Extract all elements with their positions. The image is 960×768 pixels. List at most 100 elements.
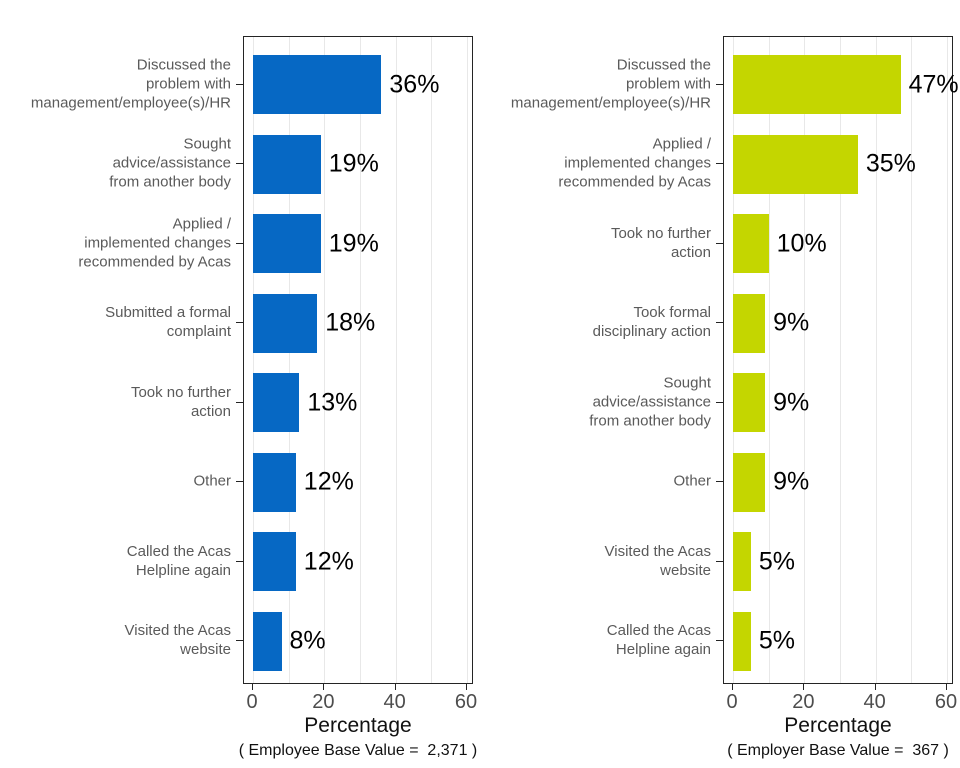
category-label: Visited the Acas website xyxy=(604,542,711,579)
bar-value-label: 19% xyxy=(328,229,379,257)
bar xyxy=(253,452,296,512)
x-axis-tick-label: 40 xyxy=(383,691,406,713)
gridline xyxy=(768,37,770,683)
bar-value-label: 5% xyxy=(758,626,795,655)
gridline xyxy=(733,37,734,683)
y-axis-tick xyxy=(716,83,723,85)
y-axis-tick xyxy=(716,481,723,482)
x-axis-tick xyxy=(946,684,947,690)
category-label: Applied / implemented changes recommende… xyxy=(78,215,231,270)
category-label: Called the Acas Helpline again xyxy=(606,622,711,658)
category-label: Took formal disciplinary action xyxy=(592,304,711,340)
gridline xyxy=(395,37,397,683)
bar xyxy=(253,532,296,591)
bar xyxy=(253,55,382,114)
bar-value-label: 10% xyxy=(776,229,827,257)
x-axis-tick xyxy=(323,684,325,690)
y-axis-tick xyxy=(236,560,243,562)
x-axis-tick-label: 20 xyxy=(312,691,335,713)
y-axis-tick xyxy=(716,560,723,562)
bar xyxy=(733,452,766,512)
gridline xyxy=(324,37,326,683)
x-axis-tick-label: 20 xyxy=(792,691,815,713)
employee-base-value-caption: ( Employee Base Value = 2,371 ) xyxy=(238,742,478,759)
bar-value-label: 19% xyxy=(328,149,379,178)
bar-value-label: 9% xyxy=(773,467,810,496)
y-axis-tick xyxy=(236,401,243,403)
gridline xyxy=(431,37,433,683)
x-axis-tick xyxy=(466,684,467,690)
bar xyxy=(253,373,300,432)
bar xyxy=(253,611,282,671)
employer-plot-panel: 47% 35% 10% 9% 9% 9% 5% 5% xyxy=(723,36,959,684)
bar-value-label: 36% xyxy=(389,70,440,98)
y-axis-tick xyxy=(236,481,243,482)
x-axis-tick-label: 0 xyxy=(246,691,258,713)
y-axis-tick xyxy=(716,640,723,641)
y-axis-tick xyxy=(236,83,243,85)
employee-x-axis-title: Percentage xyxy=(304,714,412,737)
bar-value-label: 35% xyxy=(865,149,916,178)
category-label: Other xyxy=(193,472,231,490)
category-label: Sought advice/assistance from another bo… xyxy=(109,135,231,191)
x-axis-tick-label: 0 xyxy=(726,691,738,713)
bar xyxy=(733,532,751,591)
gridline xyxy=(840,37,841,683)
category-label: Submitted a formal complaint xyxy=(105,304,231,340)
x-axis-tick xyxy=(803,684,805,690)
bar xyxy=(733,293,766,353)
gridline xyxy=(875,37,877,683)
x-axis-tick-label: 60 xyxy=(454,691,478,713)
bar xyxy=(253,134,321,194)
gridline xyxy=(911,37,913,683)
x-axis-tick xyxy=(732,684,733,690)
bar xyxy=(253,214,321,273)
gridline xyxy=(947,37,948,683)
gridline xyxy=(360,37,361,683)
bar xyxy=(733,373,766,432)
y-axis-tick xyxy=(716,322,723,323)
x-axis-tick-label: 60 xyxy=(934,691,958,713)
category-label: Took no further action xyxy=(130,383,231,420)
bar-value-label: 8% xyxy=(289,626,326,655)
bar xyxy=(733,611,751,671)
y-axis-tick xyxy=(236,640,243,641)
gridline xyxy=(288,37,290,683)
category-label: Took no further action xyxy=(610,224,711,261)
bar-value-label: 9% xyxy=(773,388,810,416)
y-axis-tick xyxy=(716,163,723,164)
employee-plot-panel: 36% 19% 19% 18% 13% 12% 12% 8% xyxy=(243,36,473,684)
bar-value-label: 5% xyxy=(758,547,795,575)
category-label: Applied / implemented changes recommende… xyxy=(558,135,711,191)
y-axis-tick xyxy=(716,401,723,403)
gridline xyxy=(804,37,806,683)
bar-value-label: 18% xyxy=(325,308,376,337)
category-label: Called the Acas Helpline again xyxy=(126,542,231,579)
category-label: Other xyxy=(673,472,711,490)
category-label: Discussed the problem with management/em… xyxy=(510,56,711,111)
x-axis-tick xyxy=(252,684,253,690)
gridline xyxy=(253,37,254,683)
employer-base-value-caption: ( Employer Base Value = 367 ) xyxy=(727,742,949,759)
bar-value-label: 12% xyxy=(303,547,354,575)
category-label: Visited the Acas website xyxy=(124,622,231,658)
bar-value-label: 47% xyxy=(908,70,959,98)
category-label: Sought advice/assistance from another bo… xyxy=(589,374,711,429)
x-axis-tick xyxy=(874,684,876,690)
y-axis-tick xyxy=(716,242,723,244)
employer-x-axis-title: Percentage xyxy=(784,714,892,737)
y-axis-tick xyxy=(236,242,243,244)
bar xyxy=(733,55,901,114)
y-axis-tick xyxy=(236,163,243,164)
x-axis-tick-label: 40 xyxy=(863,691,886,713)
employer-chart: Discussed the problem with management/em… xyxy=(480,0,960,768)
x-axis-tick xyxy=(394,684,396,690)
category-label: Discussed the problem with management/em… xyxy=(30,56,231,111)
bar-value-label: 9% xyxy=(773,308,810,337)
y-axis-tick xyxy=(236,322,243,323)
gridline xyxy=(467,37,468,683)
bar-value-label: 13% xyxy=(307,388,358,416)
employee-chart: Discussed the problem with management/em… xyxy=(30,36,477,759)
bar xyxy=(733,214,769,273)
